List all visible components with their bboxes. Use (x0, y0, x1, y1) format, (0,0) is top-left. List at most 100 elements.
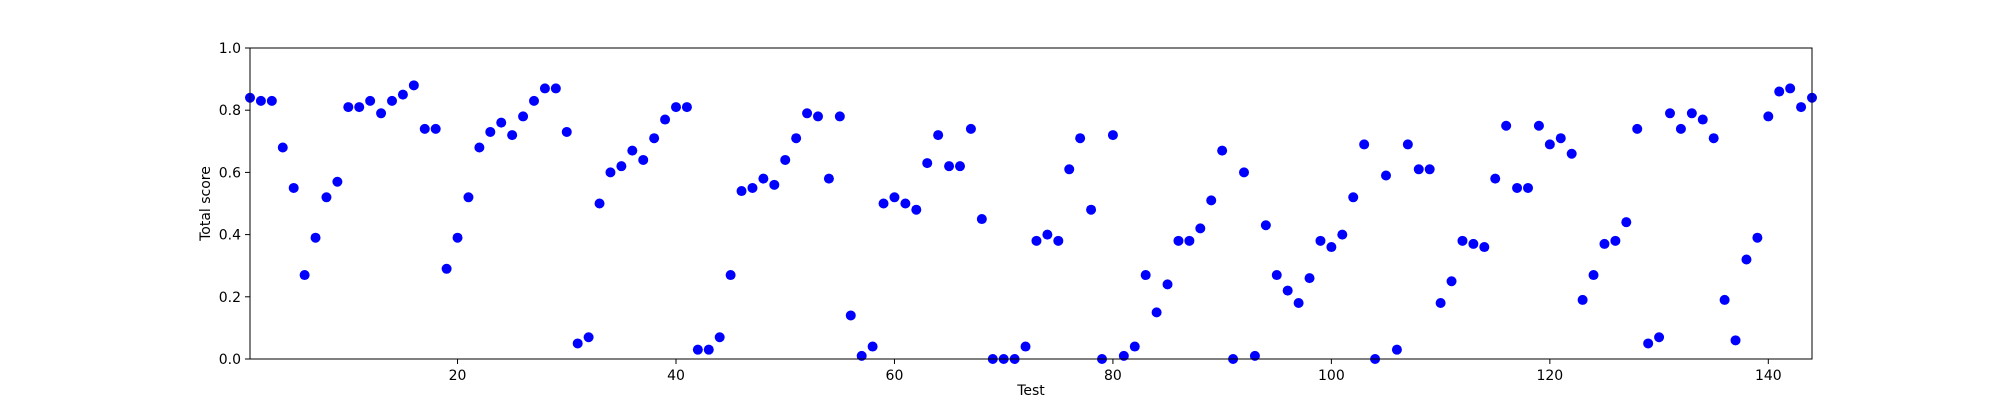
x-tick-label: 120 (1536, 368, 1563, 384)
data-point (1446, 276, 1457, 287)
data-point (878, 198, 889, 209)
x-tick-label: 60 (886, 368, 904, 384)
data-point (1086, 204, 1097, 215)
x-tick-label: 20 (449, 368, 467, 384)
x-tick-label: 140 (1755, 368, 1782, 384)
y-tick-label: 0.4 (219, 228, 241, 244)
data-points (245, 80, 1817, 364)
x-tick-label: 100 (1318, 368, 1345, 384)
data-point (1053, 235, 1064, 246)
data-point (1140, 270, 1151, 281)
data-point (649, 133, 660, 144)
data-point (1675, 123, 1686, 134)
data-point (1457, 235, 1468, 246)
data-point (802, 108, 813, 119)
y-tick-label: 0.8 (219, 103, 241, 119)
data-point (1566, 148, 1577, 159)
data-point (1020, 341, 1031, 352)
data-point (1118, 350, 1129, 361)
data-point (561, 126, 572, 137)
data-point (1348, 192, 1359, 203)
data-point (660, 114, 671, 125)
data-point (376, 108, 387, 119)
data-point (387, 95, 397, 106)
data-point (867, 341, 878, 352)
data-point (703, 344, 714, 355)
data-point (1337, 229, 1348, 240)
data-point (583, 332, 594, 343)
data-point (671, 102, 681, 113)
data-point (1501, 120, 1512, 131)
data-point (550, 83, 561, 94)
data-point (1042, 229, 1053, 240)
data-point (1326, 242, 1337, 253)
data-point (1413, 164, 1424, 175)
data-point (1435, 298, 1446, 309)
data-point (1217, 145, 1228, 156)
data-point (976, 214, 987, 225)
data-point (441, 263, 452, 274)
data-point (1260, 220, 1271, 231)
data-point (736, 186, 747, 197)
data-point (1697, 114, 1708, 125)
data-point (1588, 270, 1599, 281)
data-point (1621, 217, 1632, 228)
data-point (714, 332, 725, 343)
data-point (769, 179, 780, 190)
data-point (1184, 235, 1195, 246)
data-point (408, 80, 419, 91)
data-point (1359, 139, 1370, 150)
data-point (288, 182, 299, 193)
data-point (1796, 102, 1807, 113)
data-point (1173, 235, 1184, 246)
x-axis-ticks: 20 40 60 80 100 120 140 (449, 359, 1782, 384)
data-point (747, 182, 758, 193)
data-point (365, 95, 376, 106)
data-point (1577, 294, 1588, 305)
data-point (1479, 242, 1490, 253)
data-point (518, 111, 529, 122)
data-point (1555, 133, 1566, 144)
data-point (1632, 123, 1643, 134)
data-point (1129, 341, 1140, 352)
data-point (332, 176, 343, 187)
data-point (1064, 164, 1075, 175)
data-point (430, 123, 441, 134)
data-point (474, 142, 485, 153)
data-point (1686, 108, 1697, 119)
data-point (419, 123, 430, 134)
data-point (813, 111, 823, 122)
data-point (725, 270, 736, 281)
data-point (1282, 285, 1293, 296)
data-point (397, 89, 408, 100)
data-point (1075, 133, 1086, 144)
data-point (616, 161, 627, 172)
data-point (1195, 223, 1206, 234)
data-point (539, 83, 550, 94)
data-point (1523, 182, 1533, 193)
data-point (463, 192, 474, 203)
data-point (1730, 335, 1741, 346)
data-point (354, 102, 365, 113)
data-point (1031, 235, 1042, 246)
data-point (1752, 232, 1763, 243)
data-point (277, 142, 288, 153)
data-point (572, 338, 583, 349)
x-tick-label: 40 (667, 368, 685, 384)
y-tick-label: 0.6 (219, 165, 241, 181)
data-point (1206, 195, 1217, 206)
data-point (299, 270, 310, 281)
data-point (452, 232, 463, 243)
data-point (1533, 120, 1544, 131)
x-tick-label: 80 (1104, 368, 1122, 384)
data-point (1610, 235, 1621, 246)
data-point (266, 95, 277, 106)
data-point (922, 158, 933, 169)
data-point (1402, 139, 1413, 150)
data-point (1315, 235, 1326, 246)
data-point (1763, 111, 1774, 122)
data-point (889, 192, 900, 203)
data-point (758, 173, 769, 184)
data-point (1249, 350, 1260, 361)
